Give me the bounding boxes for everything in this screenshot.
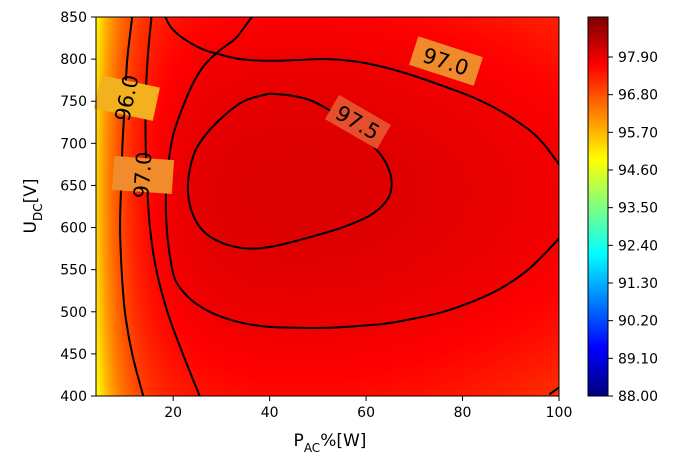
contour-line-97-3: [164, 17, 559, 329]
y-tick-label: 800: [60, 52, 87, 68]
y-tick-label: 750: [60, 94, 87, 110]
colorbar-tick-label: 96.80: [618, 88, 658, 104]
x-tick-label: 60: [357, 405, 375, 421]
y-tick-label: 550: [60, 263, 87, 279]
y-tick-label: 700: [60, 136, 87, 152]
y-axis: 400 450 500 550 600 650 700 750 800 850: [60, 10, 96, 405]
colorbar: [588, 17, 608, 396]
y-tick-label: 600: [60, 221, 87, 237]
colorbar-frame: [587, 16, 609, 397]
colorbar-tick-label: 95.70: [618, 125, 658, 141]
colorbar-tick-label: 97.90: [618, 50, 658, 66]
colorbar-tick-label: 94.60: [618, 163, 658, 179]
y-axis-label: UDC[V]: [21, 179, 45, 234]
y-tick-label: 450: [60, 347, 87, 363]
y-tick-label: 850: [60, 10, 87, 26]
heatmap-image: [96, 17, 559, 396]
colorbar-tick-label: 92.40: [618, 238, 658, 254]
colorbar-ticks: 97.90 96.80 95.70 94.60 93.50 92.40 91.30 90.20…: [608, 50, 658, 405]
x-tick-label: 100: [546, 405, 573, 421]
y-tick-label: 500: [60, 305, 87, 321]
colorbar-tick-label: 93.50: [618, 201, 658, 217]
contour-line-97-2: [144, 17, 201, 396]
y-tick-label: 650: [60, 178, 87, 194]
colorbar-tick-label: 88.00: [618, 389, 658, 405]
contour-line-97-9-5: [548, 386, 559, 396]
colorbar-tick-label: 89.10: [618, 351, 658, 367]
contour-line-97-1: [164, 17, 559, 165]
x-tick-label: 80: [454, 405, 472, 421]
plot-frame: [95, 16, 560, 397]
contour-labels: 97.0 96.0 97.0 97.5: [94, 36, 483, 199]
y-tick-label: 400: [60, 389, 87, 405]
x-axis-label: PAC%[W]: [294, 431, 367, 455]
x-tick-label: 20: [164, 405, 182, 421]
colorbar-tick-label: 90.20: [618, 314, 658, 330]
x-axis: 20 40 60 80 100: [164, 396, 572, 421]
contour-label-97-0-left: 97.0: [129, 151, 156, 199]
x-tick-label: 40: [261, 405, 279, 421]
contour-line-96-0: [119, 17, 145, 396]
contour-lines: [119, 17, 559, 396]
colorbar-tick-label: 91.30: [618, 276, 658, 292]
